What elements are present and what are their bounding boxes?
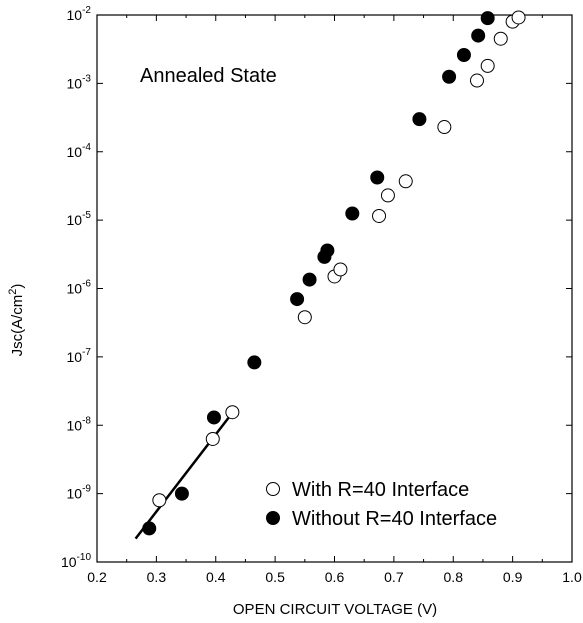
legend-marker — [266, 511, 280, 525]
data-point-with-interface — [493, 31, 508, 46]
data-point-with-interface — [333, 262, 348, 277]
y-tick-label-base: 10 — [67, 75, 83, 91]
y-tick-label: 10-9 — [67, 484, 92, 502]
y-tick-label-exp: -6 — [82, 279, 91, 290]
y-tick-label-exp: -8 — [82, 415, 91, 426]
data-point-without-interface — [456, 48, 471, 63]
y-tick-label: 10-4 — [67, 142, 92, 160]
y-tick-label: 10-2 — [67, 5, 92, 23]
data-point-without-interface — [480, 11, 495, 26]
x-tick-label: 0.8 — [444, 569, 464, 585]
y-tick-label: 10-8 — [67, 415, 92, 433]
data-point-with-interface — [398, 174, 413, 189]
fit-line — [134, 410, 235, 540]
data-point-with-interface — [380, 188, 395, 203]
y-tick-label-exp: -10 — [77, 552, 92, 563]
data-point-with-interface — [297, 310, 312, 325]
data-point-without-interface — [142, 521, 157, 536]
y-axis-title-sup: 2 — [7, 289, 19, 295]
data-point-without-interface — [206, 410, 221, 425]
data-point-with-interface — [511, 10, 526, 25]
data-point-without-interface — [174, 486, 189, 501]
data-point-without-interface — [442, 69, 457, 84]
data-point-with-interface — [437, 120, 452, 135]
data-point-without-interface — [345, 206, 360, 221]
data-point-with-interface — [152, 493, 167, 508]
x-tick-label: 0.5 — [265, 569, 285, 585]
data-point-without-interface — [471, 28, 486, 43]
y-tick-label-exp: -2 — [82, 5, 91, 16]
y-tick-label: 10-6 — [67, 279, 92, 297]
data-point-with-interface — [205, 431, 220, 446]
x-tick-label: 0.2 — [87, 569, 107, 585]
y-tick-label-exp: -3 — [82, 73, 91, 84]
y-axis-title-close: ) — [9, 284, 26, 289]
y-tick-label-base: 10 — [61, 554, 77, 570]
x-tick-label: 1.0 — [562, 569, 582, 585]
data-point-with-interface — [225, 405, 240, 420]
y-tick-label-exp: -7 — [82, 347, 91, 358]
data-point-without-interface — [302, 272, 317, 287]
y-tick-label-base: 10 — [67, 281, 83, 297]
x-tick-label: 0.3 — [147, 569, 167, 585]
data-point-without-interface — [320, 243, 335, 258]
data-point-without-interface — [370, 170, 385, 185]
y-tick-label: 10-3 — [67, 73, 92, 91]
x-tick-label: 0.7 — [384, 569, 404, 585]
y-tick-label-base: 10 — [67, 212, 83, 228]
y-axis-title-main: Jsc(A/cm — [9, 295, 26, 357]
legend-marker — [266, 482, 280, 496]
data-point-with-interface — [480, 58, 495, 73]
x-tick-label: 0.9 — [503, 569, 523, 585]
data-point-with-interface — [470, 73, 484, 88]
legend-label: With R=40 Interface — [292, 479, 469, 501]
data-point-without-interface — [412, 112, 427, 127]
x-tick-label: 0.4 — [206, 569, 226, 585]
y-tick-label-base: 10 — [67, 349, 83, 365]
annotation-annealed-state: Annealed State — [140, 65, 277, 87]
y-tick-label-exp: -4 — [82, 142, 91, 153]
data-point-without-interface — [290, 292, 305, 307]
y-tick-label-base: 10 — [67, 7, 83, 23]
y-tick-label-exp: -9 — [82, 484, 91, 495]
y-tick-label-base: 10 — [67, 417, 83, 433]
x-axis-title: OPEN CIRCUIT VOLTAGE (V) — [233, 601, 437, 618]
y-tick-label-exp: -5 — [82, 210, 91, 221]
y-tick-label-base: 10 — [67, 144, 83, 160]
data-point-with-interface — [372, 208, 387, 223]
y-tick-label: 10-7 — [67, 347, 92, 365]
data-point-without-interface — [247, 355, 262, 370]
legend-label: Without R=40 Interface — [292, 508, 497, 530]
y-tick-label: 10-5 — [67, 210, 92, 228]
y-tick-label-base: 10 — [67, 486, 83, 502]
y-axis-title: Jsc(A/cm2) — [7, 284, 26, 357]
y-tick-label: 10-10 — [61, 552, 91, 570]
x-tick-label: 0.6 — [325, 569, 345, 585]
